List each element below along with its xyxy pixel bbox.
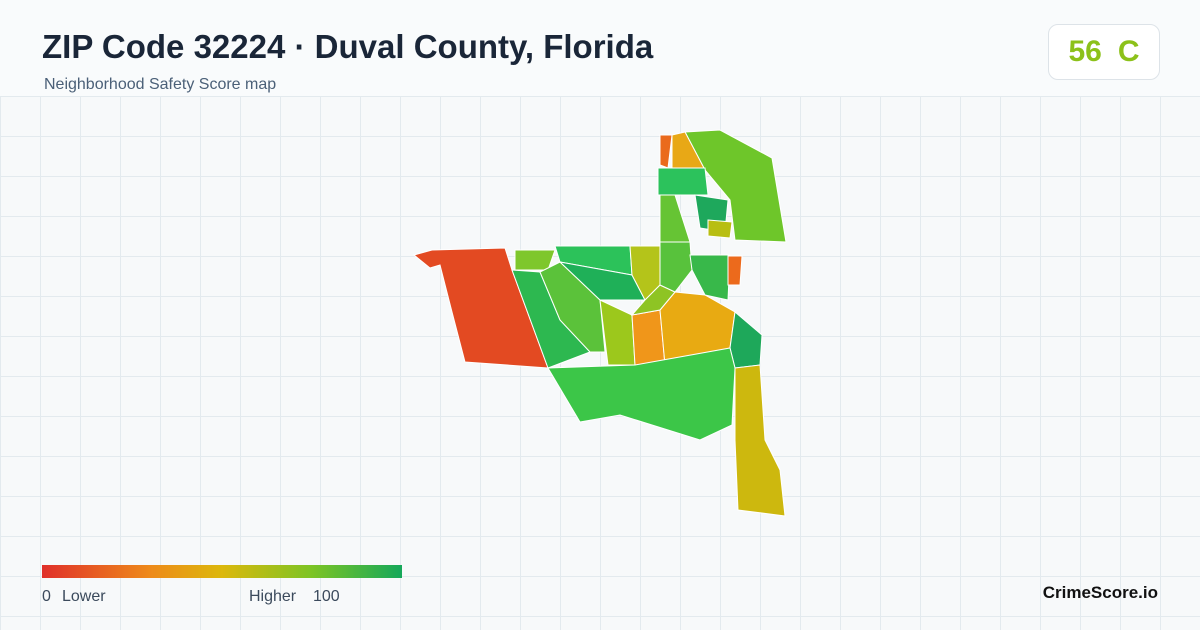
title: ZIP Code 32224 · Duval County, Florida <box>42 28 654 65</box>
area <box>659 134 673 169</box>
score: 56 <box>1068 35 1102 68</box>
area <box>729 311 763 369</box>
area <box>630 284 676 316</box>
legend-min-label: Lower <box>62 588 106 605</box>
legend-max-label: Higher <box>249 588 297 605</box>
area <box>657 167 709 196</box>
legend-max: 100 <box>313 588 340 605</box>
area <box>707 219 733 239</box>
area <box>547 347 736 441</box>
area <box>684 129 787 243</box>
subtitle: Neighborhood Safety Score map <box>44 76 277 93</box>
score-badge: 56 C <box>1048 24 1160 80</box>
brand: CrimeScore.io <box>1042 583 1158 602</box>
legend-gradient <box>42 565 402 578</box>
grade: C <box>1117 35 1140 68</box>
area <box>734 364 786 517</box>
header: ZIP Code 32224 · Duval County, Florida N… <box>0 0 1200 96</box>
area <box>599 299 636 366</box>
area <box>689 254 731 301</box>
area <box>727 255 743 286</box>
area <box>631 309 666 366</box>
area <box>659 194 691 243</box>
legend-min: 0 <box>42 588 51 605</box>
area <box>659 241 693 293</box>
